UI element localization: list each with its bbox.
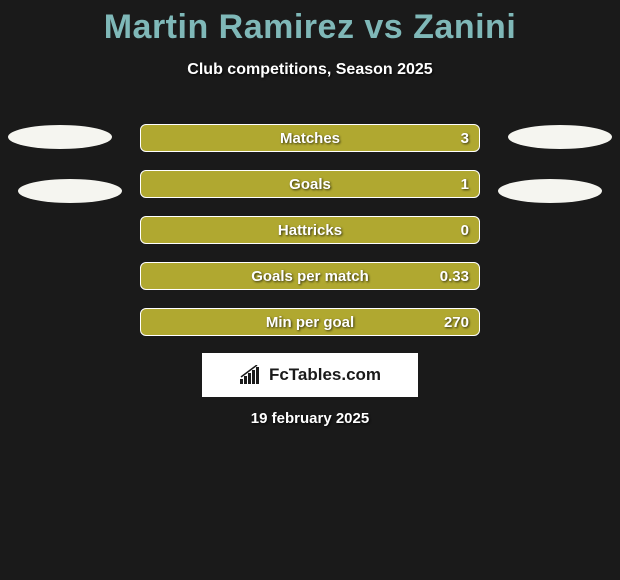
stat-value: 1 (461, 176, 469, 193)
logo-text: FcTables.com (269, 365, 381, 385)
stat-value: 0 (461, 222, 469, 239)
stat-label: Matches (280, 130, 340, 147)
stat-row-hattricks: Hattricks 0 (140, 216, 480, 244)
chart-bars-icon (239, 365, 263, 385)
infographic-container: Martin Ramirez vs Zanini Club competitio… (0, 0, 620, 580)
avatar-placeholder-left-2 (18, 179, 122, 203)
stats-bars: Matches 3 Goals 1 Hattricks 0 Goals per … (140, 124, 480, 354)
stat-row-goals: Goals 1 (140, 170, 480, 198)
stat-row-min-per-goal: Min per goal 270 (140, 308, 480, 336)
avatar-placeholder-left-1 (8, 125, 112, 149)
stat-label: Hattricks (278, 222, 342, 239)
page-title: Martin Ramirez vs Zanini (0, 0, 620, 47)
page-subtitle: Club competitions, Season 2025 (0, 61, 620, 79)
stat-value: 270 (444, 314, 469, 331)
stat-row-matches: Matches 3 (140, 124, 480, 152)
avatar-placeholder-right-2 (498, 179, 602, 203)
stat-label: Min per goal (266, 314, 354, 331)
footer-date: 19 february 2025 (0, 410, 620, 427)
avatar-placeholder-right-1 (508, 125, 612, 149)
stat-value: 3 (461, 130, 469, 147)
logo-box: FcTables.com (202, 353, 418, 397)
stat-row-goals-per-match: Goals per match 0.33 (140, 262, 480, 290)
stat-value: 0.33 (440, 268, 469, 285)
stat-label: Goals per match (251, 268, 369, 285)
stat-label: Goals (289, 176, 331, 193)
